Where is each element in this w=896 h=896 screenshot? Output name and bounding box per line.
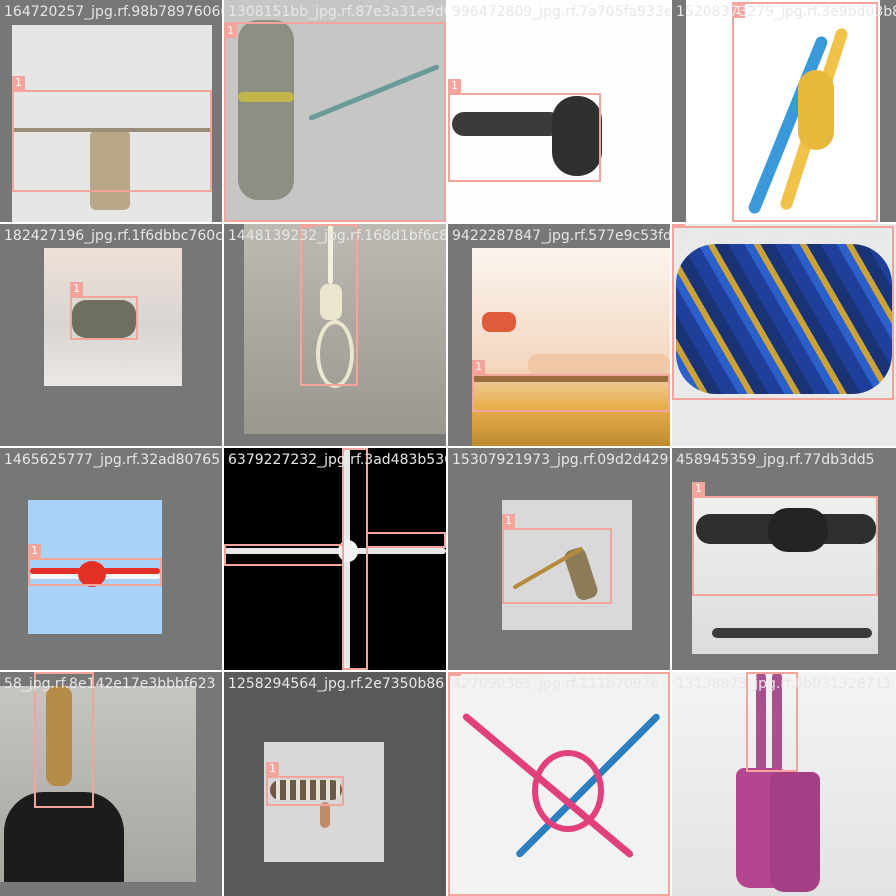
image-tile[interactable]: 1 1465625777_jpg.rf.32ad80765	[0, 448, 222, 670]
image-tile[interactable]: 1 15307921973_jpg.rf.09d2d429	[448, 448, 670, 670]
bounding-box[interactable]: 1	[224, 22, 446, 222]
bounding-box[interactable]: 1	[448, 79, 601, 182]
image-filename: 15208373279_jpg.rf.3e9bd03b8	[676, 4, 896, 20]
image-tile[interactable]: 1 1258294564_jpg.rf.2e7350b86	[224, 672, 446, 896]
image-tile[interactable]: 1 9422287847_jpg.rf.577e9c53fd	[448, 224, 670, 446]
box-label: 1	[300, 224, 313, 228]
image-tile[interactable]: 1 182427196_jpg.rf.1f6dbbc760c	[0, 224, 222, 446]
box-label: 1	[224, 24, 237, 38]
box-label: 1	[266, 762, 279, 776]
bounding-box[interactable]: 1	[502, 514, 612, 604]
image-tile[interactable]: 1 15208373279_jpg.rf.3e9bd03b8	[672, 0, 896, 222]
bounding-box[interactable]: 1	[28, 544, 162, 586]
image-filename: 15307921973_jpg.rf.09d2d429	[452, 452, 669, 468]
image-tile[interactable]: 1 996472809_jpg.rf.7a705fa933e4f89883732	[448, 0, 670, 222]
box-label: 1	[746, 672, 759, 674]
bounding-box[interactable]: 1	[342, 448, 368, 670]
bounding-box[interactable]	[224, 544, 344, 566]
image-tile[interactable]: 1 147730811_jpg.rf.64d282ab2c	[672, 224, 896, 446]
image-filename: 996472809_jpg.rf.7a705fa933e4f89883732	[452, 4, 670, 20]
box-label: 1	[34, 672, 47, 674]
box-label: 1	[502, 514, 515, 528]
rope-junction-photo	[224, 448, 446, 670]
box-label: 1	[732, 4, 745, 18]
bounding-box[interactable]: 1	[266, 762, 344, 806]
box-label: 1	[448, 79, 461, 93]
blue-yellow-knot-photo	[686, 0, 880, 222]
bounding-box[interactable]: 1	[70, 282, 138, 340]
box-label: 1	[692, 482, 705, 496]
bounding-box[interactable]: 1	[672, 224, 894, 400]
box-label: 1	[70, 282, 83, 296]
bounding-box[interactable]: 1	[732, 2, 878, 222]
image-filename: 13138873_jpg.rf.6b931328711	[676, 676, 893, 692]
image-filename: 58_jpg.rf.8e142e17e3bbbf623	[4, 676, 216, 692]
image-filename: 9422287847_jpg.rf.577e9c53fd	[452, 228, 670, 244]
image-filename: 164720257_jpg.rf.98b78976060b72819fb	[4, 4, 222, 20]
box-label: 1	[472, 360, 485, 374]
image-tile[interactable]: 1 458945359_jpg.rf.77db3dd5	[672, 448, 896, 670]
bounding-box[interactable]: 1	[448, 672, 670, 896]
image-tile[interactable]: 1 58_jpg.rf.8e142e17e3bbbf623	[0, 672, 222, 896]
image-filename: 1465625777_jpg.rf.32ad80765	[4, 452, 221, 468]
image-filename: 458945359_jpg.rf.77db3dd5	[676, 452, 875, 468]
bounding-box[interactable]: 1	[12, 76, 212, 192]
bounding-box[interactable]: 1	[472, 360, 670, 412]
box-label: 1	[28, 544, 41, 558]
box-label: 1	[672, 224, 685, 226]
box-label: 1	[342, 448, 355, 450]
image-tile[interactable]: 1 6379227232_jpg.rf.3ad483b536	[224, 448, 446, 670]
image-filename: 147730811_jpg.rf.64d282ab2c	[676, 228, 891, 244]
image-filename: 1258294564_jpg.rf.2e7350b86	[228, 676, 445, 692]
image-filename: 1448139232_jpg.rf.168d1bf6c8b9	[228, 228, 446, 244]
box-label: 1	[448, 672, 461, 676]
bounding-box[interactable]	[366, 532, 446, 548]
image-tile[interactable]: 1 13138873_jpg.rf.6b931328711	[672, 672, 896, 896]
image-tile[interactable]: 1 1448139232_jpg.rf.168d1bf6c8b9	[224, 224, 446, 446]
image-tile[interactable]: 1 164720257_jpg.rf.98b78976060b72819fb	[0, 0, 222, 222]
image-tile[interactable]: 1 427090365_jpg.rf.111b7097e	[448, 672, 670, 896]
box-label: 1	[12, 76, 25, 90]
bounding-box[interactable]: 1	[300, 224, 358, 386]
tug-of-war-photo	[472, 248, 670, 446]
image-filename: 1308151bb_jpg.rf.87e3a31e9d0864772809	[228, 4, 446, 20]
image-filename: 182427196_jpg.rf.1f6dbbc760c	[4, 228, 222, 244]
bounding-box[interactable]: 1	[34, 672, 94, 808]
bounding-box[interactable]: 1	[692, 482, 878, 596]
image-filename: 427090365_jpg.rf.111b7097e	[452, 676, 660, 692]
bounding-box[interactable]: 1	[746, 672, 798, 772]
image-filename: 6379227232_jpg.rf.3ad483b536	[228, 452, 446, 468]
image-tile[interactable]: 1 1308151bb_jpg.rf.87e3a31e9d0864772809	[224, 0, 446, 222]
